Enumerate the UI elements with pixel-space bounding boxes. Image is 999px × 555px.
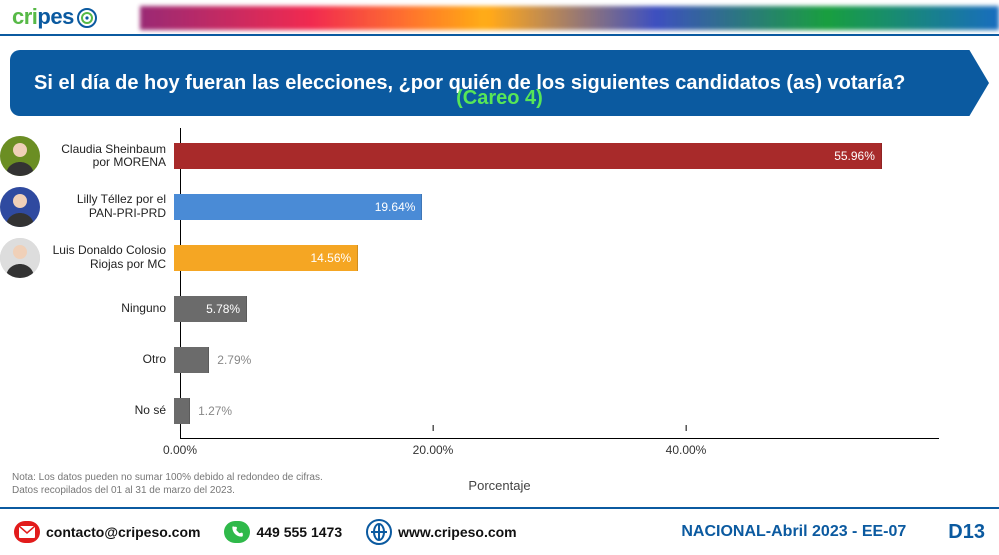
x-tick: 40.00% <box>666 443 707 457</box>
bar <box>174 398 190 424</box>
question-banner: Si el día de hoy fueran las elecciones, … <box>10 50 989 116</box>
footnote-line: Nota: Los datos pueden no sumar 100% deb… <box>12 471 323 484</box>
footer: contacto@cripeso.com 449 555 1473 www.cr… <box>0 507 999 555</box>
study-id: NACIONAL-Abril 2023 - EE-07 <box>681 523 906 541</box>
bar-track: 19.64% <box>174 194 939 220</box>
candidate-avatar <box>0 238 40 278</box>
globe-icon <box>366 519 392 545</box>
category-label: No sé <box>46 404 174 418</box>
bar-track: 1.27% <box>174 398 939 424</box>
chart-zone: Claudia Sheinbaum por MORENA 55.96% Lilly … <box>0 122 999 497</box>
x-tick: 0.00% <box>163 443 197 457</box>
category-label: Lilly Téllez por el PAN-PRI-PRD <box>46 193 174 221</box>
category-label: Luis Donaldo Colosio Riojas por MC <box>46 244 174 272</box>
bar-track: 5.78% <box>174 296 939 322</box>
bar-row: No sé 1.27% <box>0 391 939 431</box>
web-text: www.cripeso.com <box>398 524 517 540</box>
candidate-avatar <box>0 136 40 176</box>
bar: 55.96% <box>174 143 882 169</box>
bar-rows: Claudia Sheinbaum por MORENA 55.96% Lilly … <box>0 128 939 439</box>
bar: 19.64% <box>174 194 422 220</box>
footnote-line: Datos recopilados del 01 al 31 de marzo … <box>12 484 323 497</box>
bar: 14.56% <box>174 245 358 271</box>
target-icon <box>76 7 98 29</box>
footnote: Nota: Los datos pueden no sumar 100% deb… <box>12 471 323 497</box>
decorative-stripe <box>140 6 999 30</box>
bar-row: Otro 2.79% <box>0 340 939 380</box>
contact-email: contacto@cripeso.com <box>14 521 200 543</box>
bar-row: Claudia Sheinbaum por MORENA 55.96% <box>0 136 939 176</box>
bar-row: Ninguno 5.78% <box>0 289 939 329</box>
brand-logo: cripes <box>12 4 98 30</box>
bar-value: 1.27% <box>198 404 232 418</box>
bar-value: 2.79% <box>217 353 251 367</box>
top-logo-row: cripes <box>0 0 999 36</box>
category-label: Ninguno <box>46 302 174 316</box>
email-text: contacto@cripeso.com <box>46 524 200 540</box>
phone-text: 449 555 1473 <box>256 524 342 540</box>
bar <box>174 347 209 373</box>
bar-row: Lilly Téllez por el PAN-PRI-PRD 19.64% <box>0 187 939 227</box>
mail-icon <box>14 521 40 543</box>
bar-track: 55.96% <box>174 143 939 169</box>
bar-value: 5.78% <box>206 302 240 316</box>
bar-track: 2.79% <box>174 347 939 373</box>
question-subtitle: (Careo 4) <box>456 87 543 110</box>
bar-track: 14.56% <box>174 245 939 271</box>
bar-value: 55.96% <box>834 149 875 163</box>
plot-area: Claudia Sheinbaum por MORENA55.96%Lilly … <box>180 128 939 457</box>
x-tick: 20.00% <box>413 443 454 457</box>
candidate-avatar <box>0 187 40 227</box>
contact-phone: 449 555 1473 <box>224 521 342 543</box>
bar-value: 14.56% <box>310 251 351 265</box>
category-label: Claudia Sheinbaum por MORENA <box>46 143 174 171</box>
page-number: D13 <box>948 521 985 544</box>
bar-row: Luis Donaldo Colosio Riojas por MC 14.56% <box>0 238 939 278</box>
contact-web: www.cripeso.com <box>366 519 517 545</box>
bar: 5.78% <box>174 296 247 322</box>
category-label: Otro <box>46 353 174 367</box>
phone-icon <box>224 521 250 543</box>
bar-value: 19.64% <box>375 200 416 214</box>
